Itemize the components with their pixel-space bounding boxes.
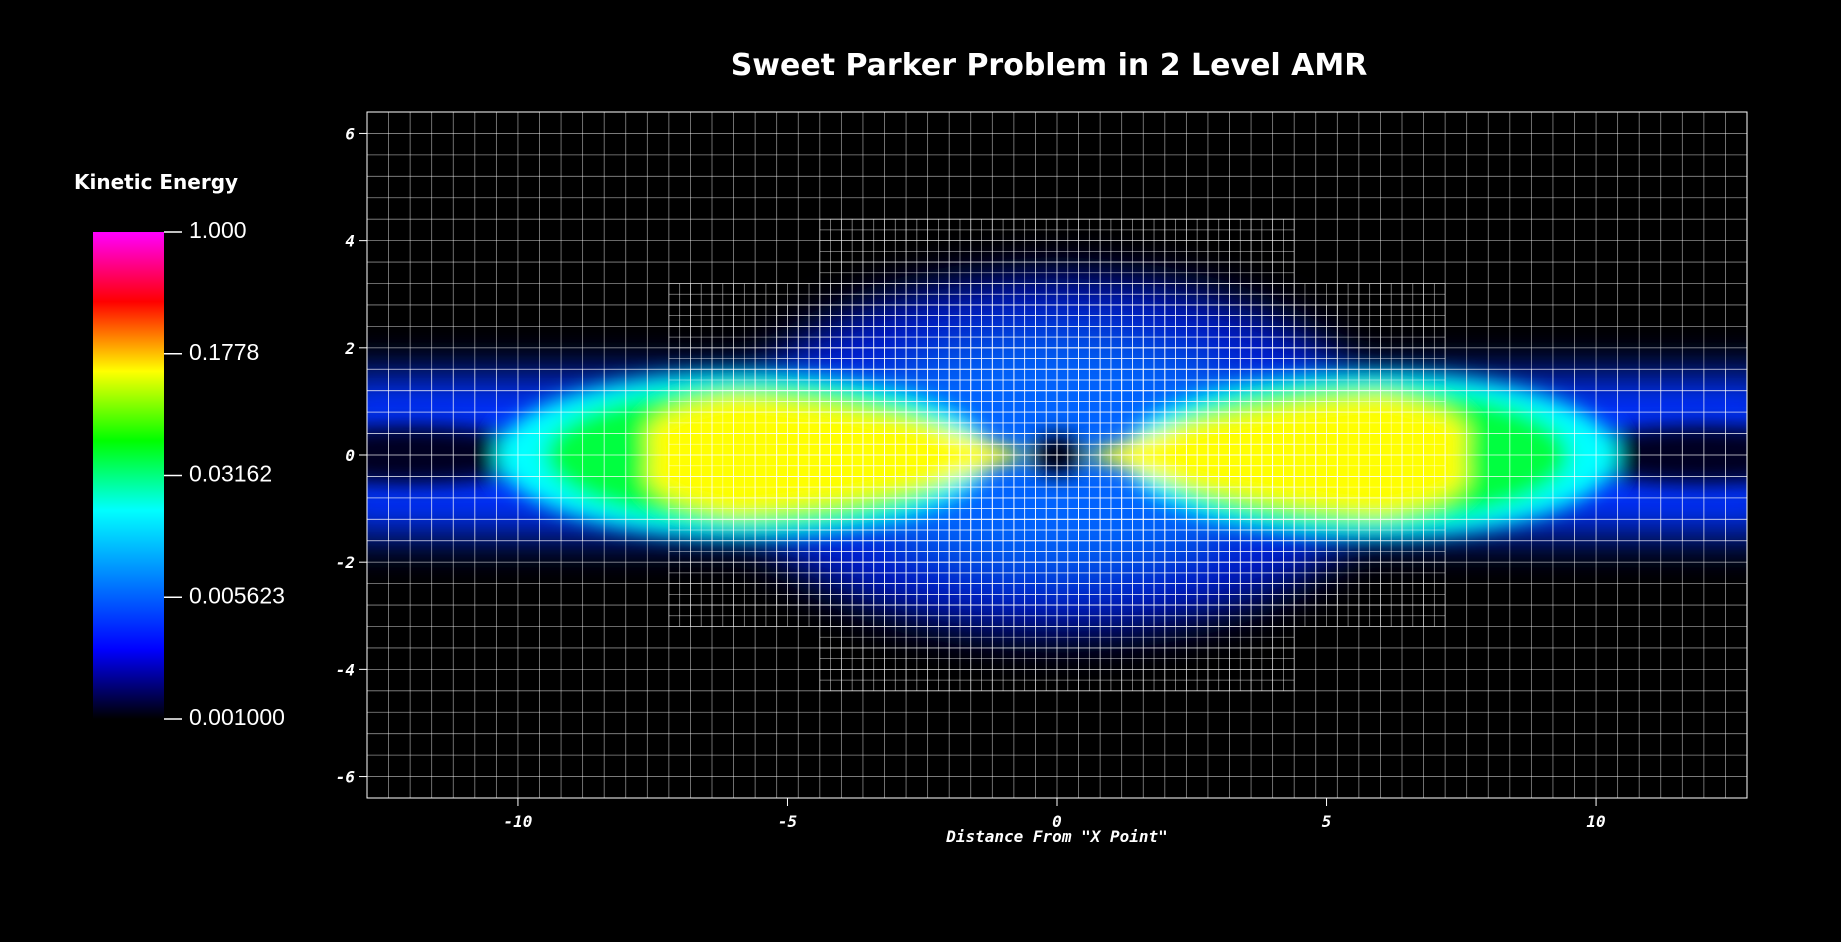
x-tick-label: -10	[503, 812, 532, 831]
colorbar-tick-label: 0.001000	[189, 704, 285, 730]
x-tick-label: 5	[1322, 812, 1332, 831]
colorbar	[93, 232, 164, 719]
colorbar-tick-label: 0.03162	[189, 461, 272, 487]
x-tick-label: 10	[1586, 812, 1605, 831]
field	[367, 112, 1747, 798]
y-tick-label: -2	[336, 553, 355, 572]
y-tick-label: -4	[336, 660, 355, 679]
colorbar-tick-label: 0.1778	[189, 339, 259, 365]
y-tick-label: 2	[344, 339, 355, 358]
mesh	[367, 112, 1747, 798]
y-tick-label: -6	[336, 768, 356, 787]
y-tick-label: 4	[345, 232, 355, 251]
y-tick-label: 6	[345, 124, 355, 143]
x-axis-label: Distance From "X Point"	[945, 827, 1168, 846]
x-tick-label: 0	[1052, 812, 1062, 831]
x-tick-label: -5	[778, 812, 797, 831]
colorbar-title: Kinetic Energy	[74, 170, 238, 194]
colorbar-tick-label: 1.000	[189, 217, 247, 243]
y-tick-label: 0	[345, 446, 355, 465]
colorbar-tick-label: 0.005623	[189, 582, 285, 608]
chart-title: Sweet Parker Problem in 2 Level AMR	[731, 48, 1368, 83]
